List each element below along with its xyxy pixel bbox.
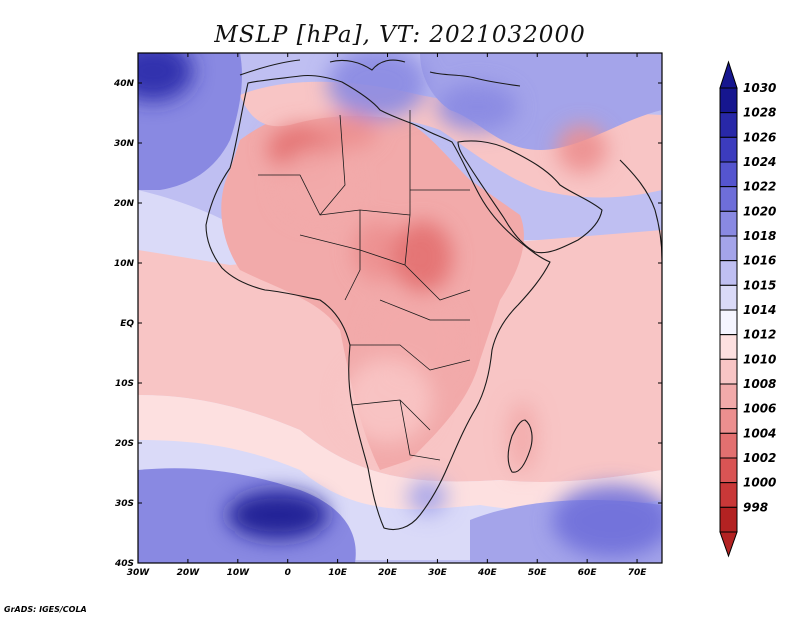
pressure-center-low-algeria [277,149,358,221]
x-tick-label: 30E [428,568,448,578]
colorbar-swatch [719,482,738,508]
colorbar-label: 1024 [743,155,776,169]
colorbar-label: 1015 [743,278,776,292]
pressure-center-low-madagascar [507,401,538,473]
colorbar-label: 1014 [743,303,776,317]
map-frame [137,52,663,564]
pressure-center-low-iran [557,125,608,173]
x-tick-label: 40E [477,568,498,578]
y-tick-label: 10N [114,259,135,269]
pressure-center-high-north-atlantic [138,53,193,101]
country-borders [258,110,471,461]
colorbar-label: 1002 [743,451,776,465]
colorbar-label: 1016 [743,254,776,268]
y-tick-label: EQ [120,319,134,329]
colorbar-swatch [719,136,738,163]
x-tick-label: 30W [127,568,151,578]
y-tick-label: 20S [115,439,134,449]
x-tick-label: 10E [328,568,348,578]
x-tick-label: 50E [528,568,548,578]
colorbar-label: 1000 [743,476,776,490]
colorbar-swatch [719,186,738,212]
colorbar-swatch [719,87,738,114]
latitude-axis: 40N 30N 20N 10N EQ 10S 20S 30S 40S [113,79,662,569]
pressure-center-high-southern-africa [407,479,448,515]
colorbar-label: 1020 [743,204,776,218]
colorbar-label: 1026 [743,130,776,144]
band-1014 [138,395,662,511]
pressure-center-high-near-east [437,83,518,131]
mediterranean-north-coast [239,59,521,87]
colorbar-swatch [719,358,738,385]
colorbar-swatch [719,210,738,237]
africa-coastline [205,74,551,531]
y-tick-label: 30S [115,499,134,509]
map-panel [138,53,662,563]
pressure-centers [138,53,662,557]
colorbar-swatch [719,235,738,262]
y-tick-label: 40S [114,559,134,569]
colorbar-swatch [719,284,738,311]
colorbar-label: 1030 [743,81,776,95]
colorbar-swatch [719,408,738,434]
x-tick-label: 10W [227,568,251,578]
colorbar-swatch [719,112,738,138]
x-tick-label: 20E [378,568,398,578]
colorbar-swatch [719,457,738,484]
pressure-center-high-south-atlantic [227,491,328,539]
pressure-center-high-north-africa [327,53,428,119]
pressure-center-high-south-indian [552,485,662,557]
colorbar-swatch [719,432,738,459]
madagascar-coastline [507,419,533,473]
colorbar-label: 1004 [743,426,776,440]
colorbar-label: 1022 [743,180,776,194]
x-tick-label: 70E [628,568,648,578]
colorbar-label: 1012 [743,328,776,342]
coastlines [205,59,662,531]
colorbar-label: 1018 [743,229,776,243]
y-tick-label: 40N [113,79,135,89]
colorbar-label: 1028 [743,106,776,120]
arabia-coastline [457,140,603,254]
colorbar-swatch [719,309,738,336]
colorbar-label: 1010 [743,352,776,366]
colorbar-swatch [719,260,738,286]
x-tick-label: 60E [578,568,598,578]
pressure-center-low-chad [352,221,403,281]
colorbar-label: 1008 [743,377,776,391]
longitude-axis: 30W 20W 10W 0 10E 20E 30E 40E 50E 60E 70E [127,53,647,578]
y-tick-label: 30N [114,139,135,149]
colorbar-label: 1006 [743,402,776,416]
x-tick-label: 20W [177,568,201,578]
grads-credit: GrADS: IGES/COLA [4,605,87,614]
colorbar-swatch [719,334,738,360]
colorbar-swatch [719,383,738,410]
colorbar-swatch [719,161,738,188]
y-tick-label: 10S [115,379,134,389]
pressure-center-low-libya [317,113,378,149]
colorbar-swatch [719,506,738,533]
colorbar-bottom-arrow [719,531,738,558]
colorbar: 1030 1028 1026 1024 1022 1020 1018 1016 1015 1014… [719,60,776,558]
colorbar-top-arrow [719,60,738,89]
map-title: MSLP [hPa], VT: 2021032000 [213,22,585,48]
x-tick-label: 0 [285,568,291,578]
y-tick-label: 20N [114,199,135,209]
colorbar-label: 998 [743,500,768,514]
